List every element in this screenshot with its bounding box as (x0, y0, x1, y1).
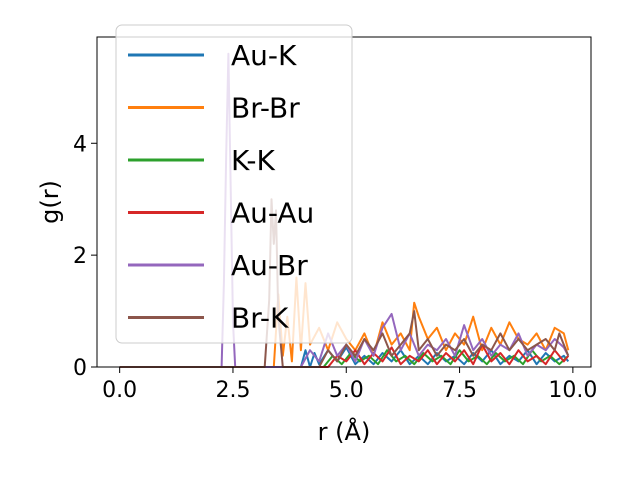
y-axis-label: g(r) (36, 180, 64, 224)
legend-label: K-K (231, 144, 276, 177)
x-tick-label: 10.0 (548, 378, 597, 403)
legend-label: Au-Au (231, 197, 314, 230)
x-tick-label: 7.5 (442, 378, 477, 403)
x-tick-label: 2.5 (215, 378, 250, 403)
legend-label: Br-Br (231, 92, 300, 125)
legend-label: Au-Br (231, 249, 308, 282)
x-tick-label: 0.0 (102, 378, 137, 403)
series-line-au-br (119, 52, 570, 368)
legend-label: Au-K (231, 39, 297, 72)
legend: Au-K Br-Br K-K Au-Au Au-Br Br-K (115, 24, 353, 344)
y-tick-label: 4 (73, 132, 87, 157)
legend-label: Br-K (231, 302, 289, 335)
x-axis-label: r (Å) (318, 417, 371, 446)
y-tick-label: 2 (73, 244, 87, 269)
legend-items: Au-K Br-Br K-K Au-Au Au-Br Br-K (128, 39, 314, 335)
series-line-au-au (119, 343, 570, 368)
y-axis: 0 2 4 (73, 132, 97, 381)
legend-box (115, 24, 353, 344)
x-axis: 0.0 2.5 5.0 7.5 10.0 (102, 367, 597, 403)
x-tick-label: 5.0 (329, 378, 364, 403)
y-tick-label: 0 (73, 356, 87, 381)
